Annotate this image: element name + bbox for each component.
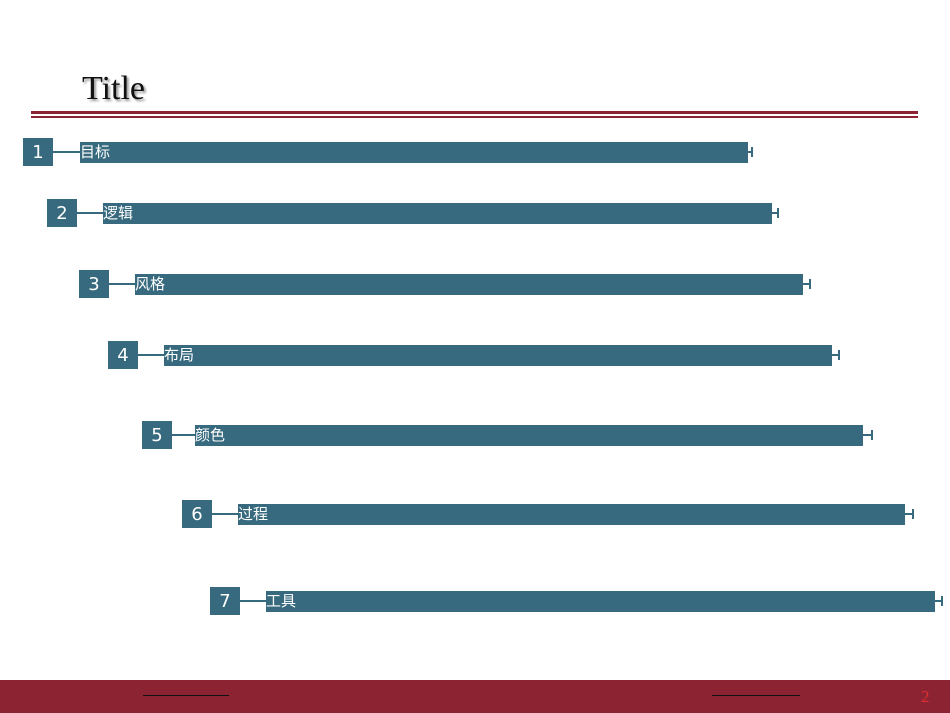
item-number: 2 xyxy=(47,199,77,227)
bar-tick xyxy=(803,283,810,285)
connector xyxy=(53,151,80,153)
item-bar: 逻辑 xyxy=(103,203,772,224)
footer-line xyxy=(143,695,229,696)
item-number: 3 xyxy=(79,270,109,298)
slide-title: Title xyxy=(82,70,146,107)
footer-line xyxy=(712,695,800,696)
bar-tick-end xyxy=(777,208,779,218)
item-number: 6 xyxy=(182,500,212,528)
connector xyxy=(109,283,135,285)
item-number: 5 xyxy=(142,421,172,449)
item-number: 7 xyxy=(210,587,240,615)
bar-tick xyxy=(905,513,913,515)
bar-tick xyxy=(772,212,778,214)
bar-tick-end xyxy=(941,596,943,606)
item-number: 1 xyxy=(23,138,53,166)
bar-tick xyxy=(935,600,942,602)
bar-tick-end xyxy=(871,430,873,440)
footer-band xyxy=(0,680,950,713)
bar-tick xyxy=(748,151,752,153)
title-rule xyxy=(31,111,918,114)
page-number: 2 xyxy=(921,687,930,706)
bar-tick-end xyxy=(809,279,811,289)
item-number: 4 xyxy=(108,341,138,369)
title-rule xyxy=(31,116,918,118)
bar-tick-end xyxy=(912,509,914,519)
connector xyxy=(240,600,266,602)
bar-tick xyxy=(832,354,839,356)
connector xyxy=(172,434,195,436)
item-bar: 布局 xyxy=(164,345,832,366)
bar-tick-end xyxy=(838,350,840,360)
connector xyxy=(212,513,238,515)
bar-tick-end xyxy=(751,147,753,157)
item-bar: 目标 xyxy=(80,142,748,163)
item-bar: 风格 xyxy=(135,274,803,295)
item-bar: 颜色 xyxy=(195,425,863,446)
item-bar: 工具 xyxy=(266,591,935,612)
connector xyxy=(138,354,164,356)
bar-tick xyxy=(863,434,872,436)
item-bar: 过程 xyxy=(238,504,905,525)
connector xyxy=(77,212,103,214)
